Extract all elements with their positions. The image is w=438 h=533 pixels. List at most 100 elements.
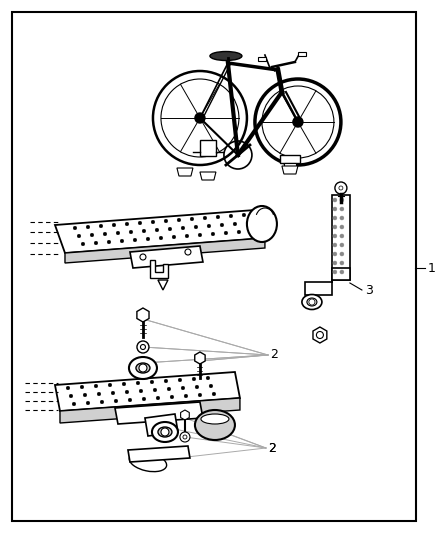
Circle shape [233,222,237,226]
Circle shape [133,238,137,242]
Circle shape [194,225,198,229]
Circle shape [138,221,142,225]
Circle shape [90,233,94,237]
Circle shape [216,215,220,219]
Circle shape [195,113,205,123]
Circle shape [72,402,76,406]
Circle shape [333,261,337,265]
Circle shape [129,230,133,234]
Circle shape [340,261,344,265]
Ellipse shape [136,363,150,373]
Circle shape [333,225,337,229]
Bar [298,52,306,56]
Circle shape [142,397,146,401]
Circle shape [177,218,181,222]
Text: 3: 3 [365,284,373,296]
Circle shape [246,221,250,225]
Circle shape [192,377,196,381]
Circle shape [155,228,159,232]
Polygon shape [282,166,298,174]
Polygon shape [200,172,216,180]
Circle shape [107,240,111,244]
Ellipse shape [195,410,235,440]
Circle shape [69,394,73,398]
Polygon shape [65,238,265,263]
Circle shape [159,236,163,240]
Circle shape [139,389,143,393]
Polygon shape [130,246,203,268]
Circle shape [333,252,337,256]
Circle shape [181,226,185,230]
Circle shape [339,186,343,190]
Circle shape [340,270,344,274]
Circle shape [99,224,103,228]
Circle shape [128,398,132,402]
Circle shape [151,220,155,224]
Ellipse shape [307,298,317,306]
Circle shape [229,214,233,218]
Circle shape [167,387,171,391]
Bar [284,163,296,168]
Circle shape [340,225,344,229]
Circle shape [293,117,303,127]
Circle shape [242,213,246,217]
Circle shape [97,392,101,396]
Circle shape [333,216,337,220]
Circle shape [190,217,194,221]
Circle shape [80,385,84,389]
Circle shape [136,381,140,385]
Circle shape [203,216,207,220]
Circle shape [224,231,228,235]
Polygon shape [180,410,189,420]
Circle shape [340,207,344,211]
Circle shape [333,207,337,211]
Circle shape [195,385,199,389]
Circle shape [125,390,129,394]
Circle shape [340,198,344,202]
Ellipse shape [129,357,157,379]
Polygon shape [55,210,265,253]
Polygon shape [55,372,240,411]
Circle shape [77,234,81,238]
Circle shape [340,234,344,238]
Circle shape [161,428,169,436]
Circle shape [86,401,90,405]
Circle shape [185,234,189,238]
Circle shape [340,216,344,220]
Circle shape [153,71,247,165]
Circle shape [185,249,191,255]
Text: 2: 2 [268,441,276,455]
Circle shape [114,399,118,403]
Polygon shape [313,327,327,343]
Polygon shape [137,308,149,322]
Circle shape [168,227,172,231]
Ellipse shape [158,427,172,437]
Circle shape [198,233,202,237]
Circle shape [340,252,344,256]
Circle shape [103,232,107,236]
Bar [280,155,300,163]
Circle shape [180,432,190,442]
Circle shape [100,400,104,404]
Circle shape [333,270,337,274]
Text: 2: 2 [268,441,276,455]
Circle shape [122,382,126,386]
Polygon shape [158,280,168,290]
Circle shape [116,231,120,235]
Circle shape [333,198,337,202]
Circle shape [206,376,210,380]
Circle shape [139,364,147,372]
Circle shape [94,384,98,388]
Circle shape [255,79,341,165]
Circle shape [146,237,150,241]
Circle shape [198,393,202,397]
Ellipse shape [129,453,166,472]
Ellipse shape [152,422,178,442]
Circle shape [172,235,176,239]
Ellipse shape [247,206,277,242]
Circle shape [340,243,344,247]
Circle shape [83,393,87,397]
Circle shape [108,383,112,387]
Polygon shape [305,268,350,295]
Circle shape [164,219,168,223]
